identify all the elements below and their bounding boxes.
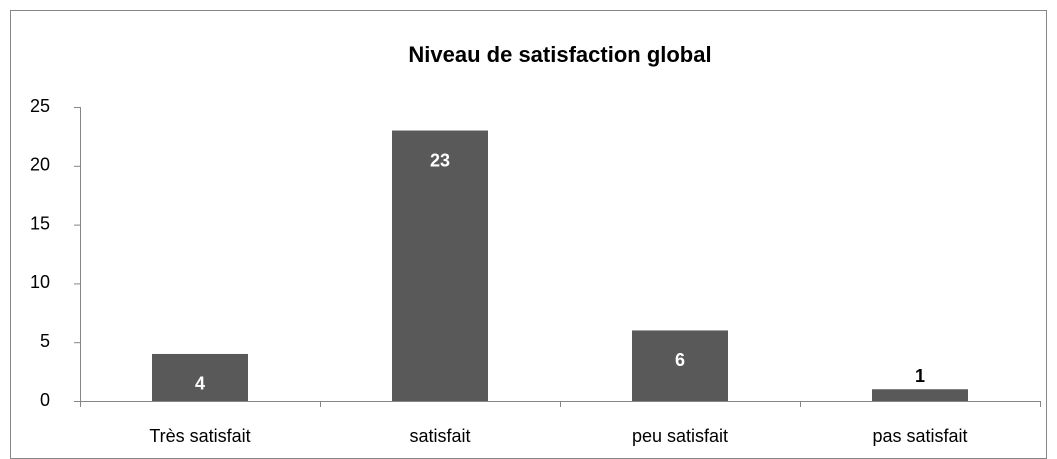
data-label: 6 [675,350,685,370]
x-tick-label: pas satisfait [872,426,967,446]
x-tick-label: Très satisfait [149,426,250,446]
y-tick-label: 15 [30,213,50,233]
chart-title: Niveau de satisfaction global [408,42,711,67]
bar [632,330,728,401]
y-tick-label: 10 [30,272,50,292]
data-label: 23 [430,150,450,170]
bar [152,353,248,401]
y-tick-label: 5 [40,331,50,351]
y-tick-label: 20 [30,155,50,175]
x-tick-label: peu satisfait [632,426,728,446]
x-tick-label: satisfait [409,426,470,446]
y-tick-label: 0 [40,390,50,410]
y-tick-label: 25 [30,96,50,116]
bar [872,389,968,401]
data-label: 4 [195,374,205,394]
data-label: 1 [915,366,925,386]
bar [392,130,488,401]
